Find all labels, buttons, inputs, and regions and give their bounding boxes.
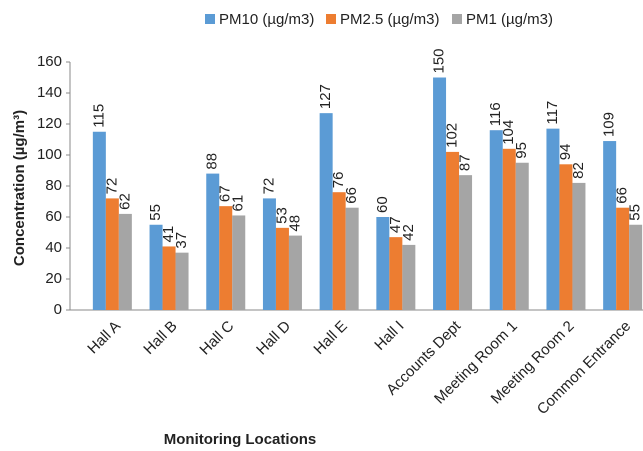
y-tick-label: 120 bbox=[37, 115, 62, 132]
bar bbox=[389, 237, 403, 310]
value-label: 66 bbox=[614, 187, 631, 204]
value-label: 117 bbox=[544, 101, 561, 125]
value-label: 87 bbox=[457, 154, 474, 171]
bar bbox=[629, 224, 643, 310]
y-tick-label: 60 bbox=[45, 208, 62, 225]
value-label: 53 bbox=[273, 207, 290, 224]
legend-swatch bbox=[452, 14, 462, 24]
value-label: 72 bbox=[103, 178, 120, 195]
value-label: 95 bbox=[513, 142, 530, 159]
bar bbox=[433, 77, 447, 310]
bar bbox=[332, 192, 346, 310]
value-label: 55 bbox=[627, 204, 643, 221]
value-label: 41 bbox=[160, 226, 177, 243]
y-axis-title: Concentration (µg/m³) bbox=[11, 110, 28, 266]
value-label: 67 bbox=[217, 185, 234, 202]
legend-swatch bbox=[326, 14, 336, 24]
x-tick-label: Hall A bbox=[84, 318, 124, 358]
value-label: 60 bbox=[374, 196, 391, 213]
value-label: 76 bbox=[330, 172, 347, 189]
bar bbox=[118, 213, 132, 310]
value-label: 37 bbox=[173, 232, 190, 249]
bar bbox=[206, 173, 220, 310]
bar bbox=[219, 206, 233, 310]
x-tick-label: Hall B bbox=[140, 318, 180, 358]
value-label: 48 bbox=[286, 215, 303, 232]
value-label: 102 bbox=[444, 123, 461, 148]
y-tick-label: 80 bbox=[45, 177, 62, 194]
bar bbox=[175, 252, 189, 310]
bar bbox=[559, 164, 573, 310]
y-tick-label: 160 bbox=[37, 53, 62, 70]
value-label: 72 bbox=[260, 178, 277, 195]
legend-swatch bbox=[205, 14, 215, 24]
bar bbox=[345, 207, 359, 310]
bar bbox=[105, 198, 119, 310]
bar bbox=[515, 162, 529, 310]
value-label: 55 bbox=[147, 204, 164, 221]
value-label: 116 bbox=[487, 102, 504, 126]
bar bbox=[319, 113, 333, 311]
bar bbox=[232, 215, 246, 310]
bar bbox=[149, 224, 163, 310]
legend-label: PM1 (µg/m3) bbox=[466, 11, 553, 28]
bar bbox=[546, 128, 560, 310]
value-label: 94 bbox=[557, 144, 574, 161]
value-label: 42 bbox=[400, 224, 417, 241]
bar bbox=[162, 246, 176, 310]
bar bbox=[603, 141, 617, 310]
value-label: 66 bbox=[343, 187, 360, 204]
value-label: 47 bbox=[387, 216, 404, 233]
legend-label: PM2.5 (µg/m3) bbox=[340, 11, 440, 28]
bar bbox=[402, 244, 416, 310]
bar bbox=[288, 235, 302, 310]
legend-label: PM10 (µg/m3) bbox=[219, 11, 314, 28]
value-label: 127 bbox=[317, 84, 334, 109]
y-tick-label: 140 bbox=[37, 84, 62, 101]
y-tick-label: 100 bbox=[37, 146, 62, 163]
bar bbox=[459, 175, 473, 310]
y-tick-label: 20 bbox=[45, 270, 62, 287]
x-tick-label: Hall I bbox=[371, 318, 407, 354]
bar bbox=[262, 198, 276, 310]
bar bbox=[446, 151, 460, 310]
bar bbox=[489, 130, 503, 310]
x-tick-label: Hall E bbox=[310, 318, 350, 358]
value-label: 104 bbox=[500, 120, 517, 145]
bar bbox=[376, 217, 390, 310]
y-tick-label: 40 bbox=[45, 239, 62, 256]
y-tick-label: 0 bbox=[54, 301, 62, 318]
value-label: 62 bbox=[116, 193, 133, 210]
value-label: 61 bbox=[230, 195, 247, 212]
bar bbox=[572, 182, 586, 310]
x-tick-label: Hall C bbox=[196, 317, 237, 358]
value-label: 109 bbox=[601, 112, 618, 137]
x-tick-label: Common Entrance bbox=[534, 318, 634, 418]
bar bbox=[616, 207, 630, 310]
x-tick-label: Hall D bbox=[253, 317, 294, 358]
x-axis-title: Monitoring Locations bbox=[164, 431, 316, 448]
bar bbox=[502, 148, 516, 310]
value-label: 82 bbox=[570, 162, 587, 179]
bar bbox=[92, 131, 106, 310]
value-label: 115 bbox=[90, 104, 107, 128]
bar bbox=[275, 227, 289, 310]
value-label: 150 bbox=[431, 48, 448, 73]
value-label: 88 bbox=[204, 153, 221, 170]
